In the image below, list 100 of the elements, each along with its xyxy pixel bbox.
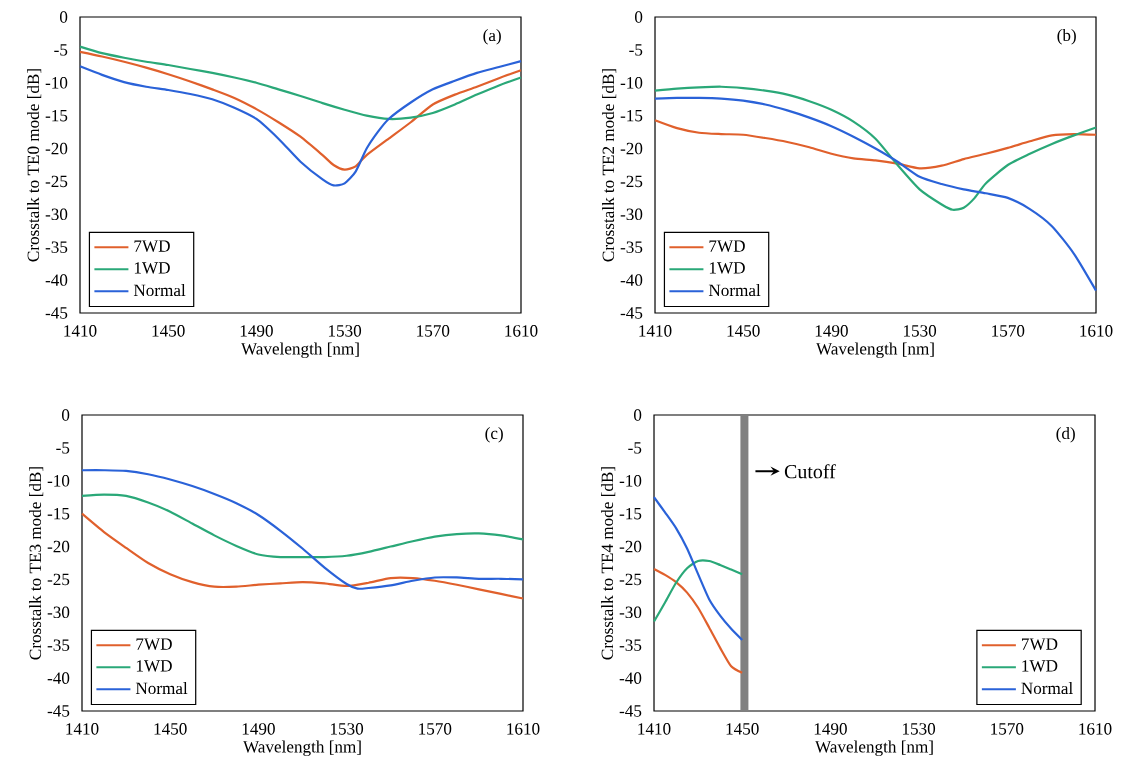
x-axis-title: Wavelength [nm] xyxy=(816,342,934,359)
x-tick-label: 1570 xyxy=(991,723,1024,735)
y-tick-label: -35 xyxy=(619,639,642,651)
line-series xyxy=(80,512,525,600)
y-tick-label: -30 xyxy=(619,606,642,619)
ref-line-label: Cutoff xyxy=(784,464,836,479)
y-tick-label: -10 xyxy=(619,475,642,487)
y-tick-label: -35 xyxy=(47,639,70,651)
y-tick-label: 0 xyxy=(634,409,642,421)
y-tick-label: -10 xyxy=(45,77,68,89)
x-tick-label: 1490 xyxy=(815,325,848,337)
legend-label: Normal xyxy=(1021,682,1073,695)
y-tick-label: 0 xyxy=(62,409,70,421)
y-tick-label: -30 xyxy=(47,606,70,619)
legend-label: 7WD xyxy=(136,638,172,650)
y-axis-title: Crosstalk to TE2 mode [dB] xyxy=(602,69,617,262)
x-tick-label: 1410 xyxy=(638,723,671,735)
x-tick-label: 1610 xyxy=(507,723,540,735)
y-tick-label: -10 xyxy=(47,475,70,487)
y-tick-label: -40 xyxy=(619,672,642,684)
y-tick-label: -45 xyxy=(620,307,643,319)
y-tick-label: -5 xyxy=(629,44,643,56)
y-tick-label: -25 xyxy=(620,175,643,188)
annotation: (d) xyxy=(1056,427,1075,443)
line-series xyxy=(652,567,744,674)
line-series xyxy=(80,493,525,559)
x-tick-label: 1570 xyxy=(992,325,1025,337)
y-tick-label: -40 xyxy=(620,274,643,286)
y-tick-label: -40 xyxy=(45,274,68,286)
line-series xyxy=(80,469,525,590)
x-axis-title: Wavelength [nm] xyxy=(815,740,933,757)
y-tick-label: -20 xyxy=(45,142,68,155)
legend-label: 1WD xyxy=(709,262,745,274)
legend-label: Normal xyxy=(133,284,186,297)
x-tick-label: 1410 xyxy=(64,325,97,337)
x-tick-label: 1530 xyxy=(330,723,364,735)
y-tick-label: -15 xyxy=(47,507,70,520)
y-axis-title: Crosstalk to TE3 mode [dB] xyxy=(29,467,44,660)
annotation: (b) xyxy=(1057,29,1076,45)
x-axis-title: Wavelength [nm] xyxy=(243,740,361,757)
line-series xyxy=(653,85,1098,211)
y-tick-label: -25 xyxy=(45,175,68,188)
x-tick-label: 1570 xyxy=(417,325,450,337)
line-series xyxy=(78,59,523,187)
y-tick-label: -20 xyxy=(47,540,70,553)
line-series xyxy=(653,119,1098,170)
y-tick-label: -30 xyxy=(620,208,643,221)
y-tick-label: -5 xyxy=(628,442,642,454)
x-tick-label: 1490 xyxy=(242,723,275,735)
legend-label: 1WD xyxy=(136,660,172,672)
legend-label: 7WD xyxy=(709,240,745,252)
y-tick-label: -5 xyxy=(54,44,68,56)
y-tick-label: 0 xyxy=(60,11,68,23)
x-tick-label: 1490 xyxy=(814,723,847,735)
y-tick-label: -15 xyxy=(45,109,68,122)
legend-label: Normal xyxy=(708,284,761,297)
y-tick-label: -20 xyxy=(619,540,642,553)
y-tick-label: -10 xyxy=(620,77,643,89)
x-tick-label: 1530 xyxy=(902,723,936,735)
x-tick-label: 1410 xyxy=(639,325,672,337)
y-tick-label: -25 xyxy=(619,573,642,586)
x-tick-label: 1610 xyxy=(1079,723,1112,735)
y-tick-label: -5 xyxy=(56,442,70,454)
y-tick-label: -45 xyxy=(45,307,68,319)
legend-label: Normal xyxy=(135,682,188,695)
line-series xyxy=(652,559,744,623)
y-axis-title: Crosstalk to TE4 mode [dB] xyxy=(601,467,616,660)
x-tick-label: 1410 xyxy=(66,723,99,735)
y-tick-label: -45 xyxy=(619,705,642,717)
x-tick-label: 1450 xyxy=(727,325,760,337)
annotation: (c) xyxy=(485,427,503,443)
x-tick-label: 1450 xyxy=(154,723,187,735)
line-series xyxy=(78,50,523,171)
legend-label: 1WD xyxy=(1022,660,1058,672)
y-tick-label: -35 xyxy=(45,241,68,253)
y-axis-title: Crosstalk to TE0 mode [dB] xyxy=(27,69,42,262)
x-tick-label: 1610 xyxy=(505,325,538,337)
legend-label: 7WD xyxy=(134,240,170,252)
x-tick-label: 1570 xyxy=(419,723,452,735)
y-tick-label: -20 xyxy=(620,142,643,155)
y-tick-label: -35 xyxy=(620,241,643,253)
y-tick-label: -30 xyxy=(45,208,68,221)
x-tick-label: 1530 xyxy=(903,325,937,337)
x-tick-label: 1450 xyxy=(726,723,759,735)
x-axis-title: Wavelength [nm] xyxy=(241,342,359,359)
y-tick-label: -15 xyxy=(620,109,643,122)
y-tick-label: -15 xyxy=(619,507,642,520)
y-tick-label: 0 xyxy=(635,11,643,23)
y-tick-label: -40 xyxy=(47,672,70,684)
y-tick-label: -45 xyxy=(47,705,70,717)
x-tick-label: 1530 xyxy=(328,325,362,337)
line-series xyxy=(78,45,523,121)
annotation: (a) xyxy=(483,29,501,45)
legend-label: 7WD xyxy=(1021,638,1058,650)
x-tick-label: 1450 xyxy=(152,325,185,337)
x-tick-label: 1610 xyxy=(1080,325,1113,337)
x-tick-label: 1490 xyxy=(240,325,273,337)
line-series xyxy=(652,496,744,642)
y-tick-label: -25 xyxy=(47,573,70,586)
legend-label: 1WD xyxy=(134,262,170,274)
